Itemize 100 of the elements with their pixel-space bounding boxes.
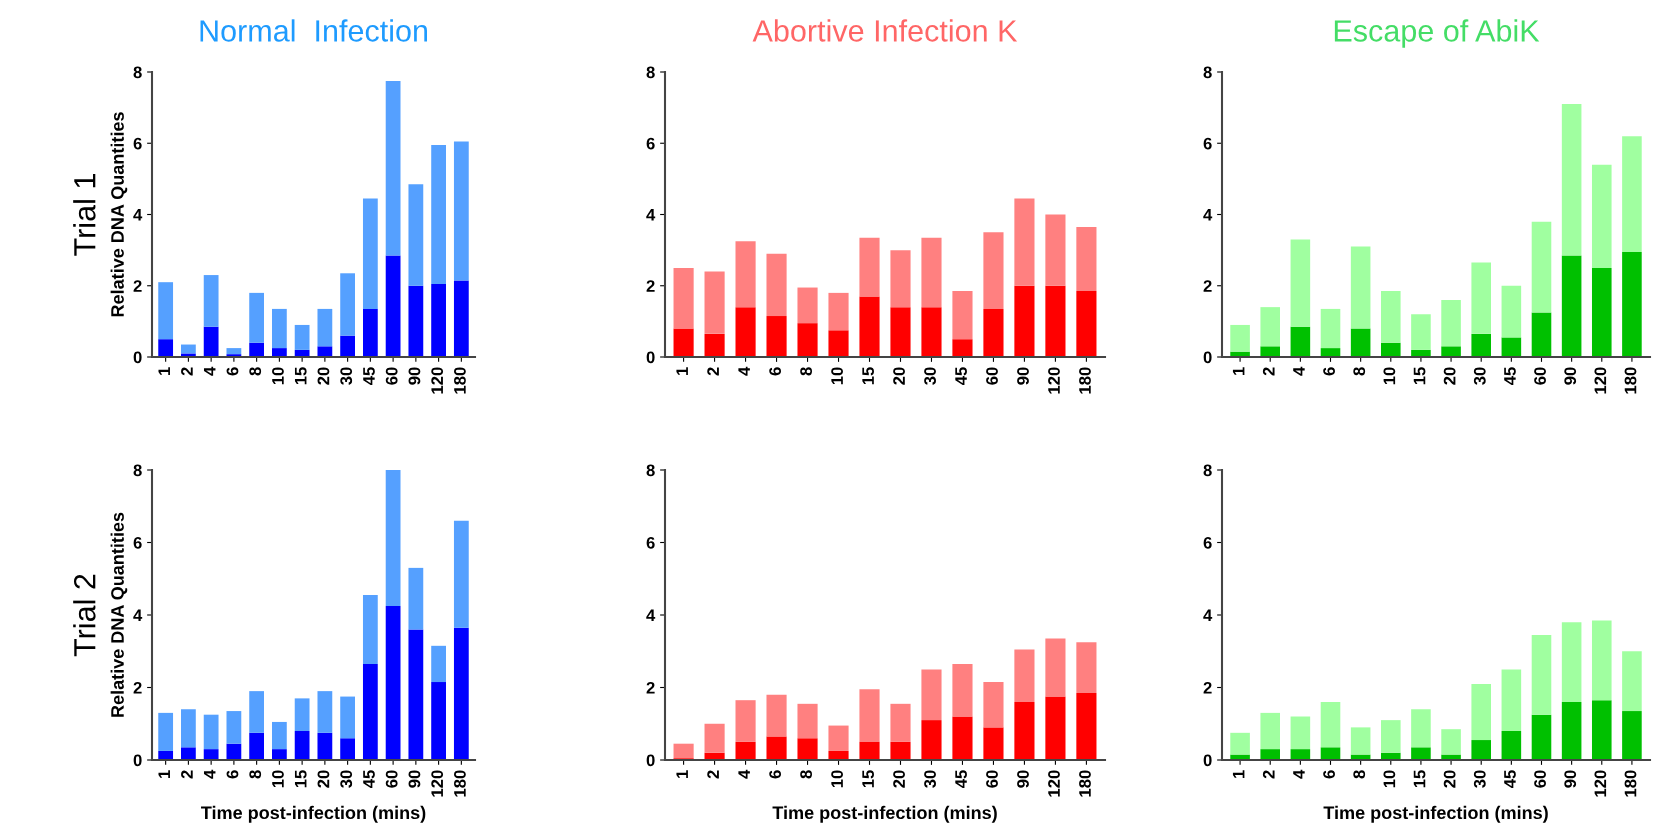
y-tick-label: 6 <box>133 137 142 150</box>
x-tick-label: 1 <box>158 367 170 375</box>
x-tick-label: 10 <box>831 367 843 385</box>
x-tick-label: 20 <box>893 367 905 385</box>
x-tick-label: 45 <box>363 770 375 789</box>
x-tick-label: 30 <box>340 367 353 385</box>
y-tick-label: 4 <box>1203 609 1213 622</box>
x-tick-label: 4 <box>203 366 216 376</box>
x-tick-label: 180 <box>1079 367 1091 394</box>
x-tick-label: 30 <box>1473 367 1486 385</box>
y-tick-label: 2 <box>1203 681 1212 694</box>
y-tick-label: 2 <box>133 280 142 292</box>
y-tick-label: 4 <box>133 209 143 221</box>
x-tick-label: 1 <box>1232 367 1245 375</box>
x-tick-label: 60 <box>1534 367 1546 385</box>
y-tick-label: 2 <box>133 681 142 694</box>
y-tick-label: 8 <box>133 66 142 79</box>
x-tick-label: 6 <box>769 770 782 779</box>
x-tick-label: 20 <box>1443 770 1456 788</box>
x-tick-label: 8 <box>800 770 813 779</box>
x-tick-label: 20 <box>1443 367 1456 385</box>
x-tick-label: 4 <box>738 366 750 376</box>
x-tick-label: 60 <box>385 770 398 788</box>
x-axis-title: Time post-infection (mins) <box>1323 805 1548 823</box>
x-tick-label: 45 <box>363 367 375 386</box>
x-tick-label: 1 <box>158 770 170 778</box>
x-tick-label: 90 <box>1017 770 1029 788</box>
x-tick-label: 20 <box>317 770 330 788</box>
chart-title: Abortive Infection K <box>752 19 1018 42</box>
x-tick-label: 2 <box>181 367 193 376</box>
x-tick-label: 8 <box>249 770 262 779</box>
y-tick-label: 2 <box>646 280 655 292</box>
y-tick-label: 8 <box>646 66 655 79</box>
x-tick-label: 60 <box>1534 770 1546 788</box>
x-tick-label: 90 <box>1564 367 1577 385</box>
x-tick-label: 1 <box>676 770 688 778</box>
x-tick-label: 4 <box>1293 366 1305 376</box>
y-tick-label: 8 <box>133 464 142 477</box>
y-tick-label: 6 <box>646 536 655 549</box>
x-tick-label: 2 <box>707 770 719 779</box>
x-tick-label: 6 <box>226 367 239 376</box>
x-tick-label: 10 <box>1383 367 1396 385</box>
x-tick-label: 15 <box>294 770 307 788</box>
y-tick-label: 4 <box>133 609 143 622</box>
x-tick-label: 6 <box>769 367 782 376</box>
y-tick-label: 0 <box>646 351 655 364</box>
text: Trial 2 <box>73 574 96 657</box>
y-tick-label: 4 <box>646 209 656 221</box>
x-tick-label: 120 <box>1048 770 1060 797</box>
y-axis-title: Relative DNA Quantities <box>110 512 128 717</box>
x-tick-label: 30 <box>924 770 936 788</box>
x-tick-label: 20 <box>317 367 330 385</box>
y-tick-label: 8 <box>646 464 655 477</box>
y-tick-label: 0 <box>133 754 142 767</box>
x-tick-label: 90 <box>1017 367 1029 385</box>
x-tick-label: 20 <box>893 770 905 788</box>
x-tick-label: 30 <box>340 770 353 788</box>
y-tick-label: 0 <box>1203 754 1212 767</box>
x-tick-label: 15 <box>862 367 874 385</box>
x-tick-label: 8 <box>1353 367 1366 376</box>
x-tick-label: 120 <box>1594 770 1607 797</box>
y-tick-label: 4 <box>1203 209 1213 221</box>
x-tick-label: 180 <box>454 367 466 394</box>
chart-title: Normal Infection <box>200 19 427 42</box>
x-tick-label: 45 <box>1504 367 1516 386</box>
x-tick-label: 180 <box>1624 770 1637 797</box>
x-tick-label: 45 <box>955 770 967 789</box>
x-tick-label: 90 <box>408 367 421 385</box>
y-tick-label: 0 <box>646 754 655 767</box>
x-tick-label: 90 <box>408 770 421 788</box>
x-tick-label: 2 <box>181 770 193 779</box>
x-tick-label: 30 <box>1473 770 1486 788</box>
y-tick-label: 2 <box>646 681 655 694</box>
x-axis-title: Time post-infection (mins) <box>201 805 426 823</box>
x-tick-label: 10 <box>272 367 284 385</box>
y-tick-label: 0 <box>133 351 142 364</box>
x-tick-label: 6 <box>226 770 239 779</box>
x-tick-label: 15 <box>1413 367 1426 385</box>
x-tick-label: 8 <box>1353 770 1366 779</box>
x-tick-label: 2 <box>707 367 719 376</box>
x-tick-label: 2 <box>1262 367 1275 376</box>
x-tick-label: 30 <box>924 367 936 385</box>
x-tick-label: 60 <box>986 367 998 385</box>
x-tick-label: 6 <box>1323 367 1335 376</box>
x-tick-label: 10 <box>831 770 843 788</box>
x-tick-label: 10 <box>272 770 284 788</box>
chart-title: Escape of AbiK <box>1334 19 1540 48</box>
y-tick-label: 6 <box>133 536 142 549</box>
x-tick-label: 180 <box>454 770 466 797</box>
y-tick-label: 6 <box>646 137 655 150</box>
y-tick-label: 2 <box>1203 280 1212 292</box>
y-axis-title: Relative DNA Quantities <box>110 112 128 317</box>
y-tick-label: 4 <box>646 609 656 622</box>
x-tick-label: 60 <box>385 367 398 385</box>
x-tick-label: 8 <box>249 367 262 376</box>
x-tick-label: 120 <box>431 770 444 797</box>
x-tick-label: 1 <box>676 367 688 375</box>
x-tick-label: 120 <box>1048 367 1060 394</box>
x-tick-label: 10 <box>1383 770 1396 788</box>
x-tick-label: 45 <box>1504 770 1516 789</box>
